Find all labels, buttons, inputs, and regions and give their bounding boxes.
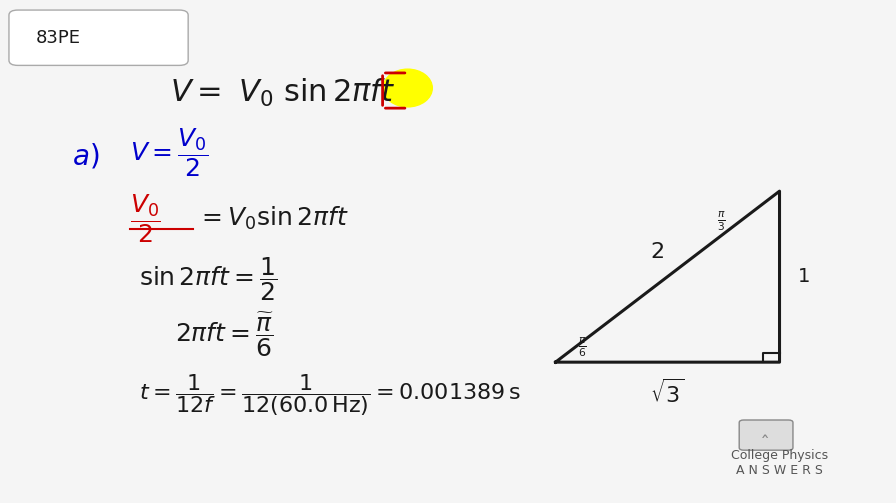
Text: $V= \ V_0 \ \sin 2\pi ft$: $V= \ V_0 \ \sin 2\pi ft$ xyxy=(170,77,396,109)
FancyBboxPatch shape xyxy=(739,420,793,450)
Text: $\hat{}$: $\hat{}$ xyxy=(762,426,770,445)
Text: $\sin 2\pi ft = \dfrac{1}{2}$: $\sin 2\pi ft = \dfrac{1}{2}$ xyxy=(139,255,277,303)
Text: $\frac{\pi}{6}$: $\frac{\pi}{6}$ xyxy=(578,336,587,359)
Text: $t = \dfrac{1}{12f} = \dfrac{1}{12(60.0\,\mathrm{Hz})} = 0.001389\,\mathrm{s}$: $t = \dfrac{1}{12f} = \dfrac{1}{12(60.0\… xyxy=(139,372,521,418)
Text: $\dfrac{V_0}{2}$: $\dfrac{V_0}{2}$ xyxy=(130,193,161,245)
Text: $1$: $1$ xyxy=(797,267,810,286)
Text: 83PE: 83PE xyxy=(36,29,81,47)
Text: $\frac{\pi}{3}$: $\frac{\pi}{3}$ xyxy=(717,210,726,233)
Text: $V = \dfrac{V_0}{2}$: $V = \dfrac{V_0}{2}$ xyxy=(130,127,209,180)
Text: $2\pi ft = \dfrac{\widetilde{\pi}}{6}$: $2\pi ft = \dfrac{\widetilde{\pi}}{6}$ xyxy=(175,310,274,359)
Text: $2$: $2$ xyxy=(650,241,663,262)
Text: $= V_0 \sin 2\pi ft$: $= V_0 \sin 2\pi ft$ xyxy=(197,205,349,232)
Text: $a)$: $a)$ xyxy=(72,141,99,171)
Text: $\sqrt{3}$: $\sqrt{3}$ xyxy=(650,378,685,406)
FancyBboxPatch shape xyxy=(9,10,188,65)
Text: College Physics
A N S W E R S: College Physics A N S W E R S xyxy=(731,449,828,477)
Ellipse shape xyxy=(383,69,433,107)
